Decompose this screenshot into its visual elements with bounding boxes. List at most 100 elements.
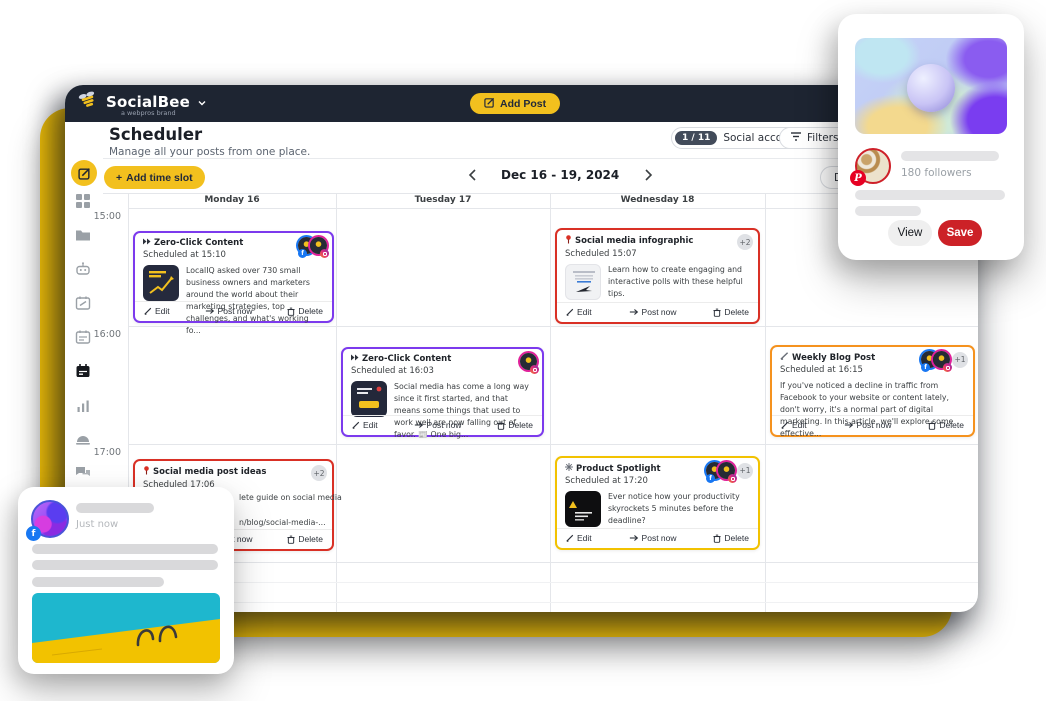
instagram-badge-icon bbox=[728, 474, 737, 483]
grid-vline bbox=[128, 193, 129, 612]
trash-icon bbox=[928, 421, 936, 430]
post-card[interactable]: Weekly Blog Post Scheduled at 16:15 f +1… bbox=[770, 345, 975, 438]
edit-pencil-icon bbox=[566, 308, 574, 316]
compose-icon bbox=[484, 97, 495, 111]
calendar-edit-icon[interactable] bbox=[75, 295, 93, 313]
edit-button[interactable]: Edit bbox=[144, 306, 170, 316]
pin-icon bbox=[143, 466, 150, 478]
instagram-badge-icon bbox=[943, 363, 952, 372]
edit-button[interactable]: Edit bbox=[566, 307, 592, 317]
view-button[interactable]: View bbox=[888, 220, 932, 246]
delete-button[interactable]: Delete bbox=[713, 307, 749, 317]
post-thumbnail bbox=[565, 491, 601, 527]
post-now-button[interactable]: Post now bbox=[414, 420, 462, 430]
filter-icon bbox=[790, 131, 802, 145]
post-card-actions: Edit Post now Delete bbox=[557, 528, 758, 548]
ai-robot-icon[interactable] bbox=[75, 261, 93, 279]
post-card[interactable]: Zero-Click Content Scheduled at 16:03 So… bbox=[341, 347, 544, 439]
post-thumbnail bbox=[565, 264, 601, 300]
account-avatar bbox=[310, 237, 329, 258]
arrow-right-icon bbox=[844, 422, 853, 428]
socialbee-logo-icon bbox=[77, 89, 99, 115]
edit-button[interactable]: Edit bbox=[566, 533, 592, 543]
delete-button[interactable]: Delete bbox=[287, 306, 323, 316]
time-label: 15:00 bbox=[93, 211, 121, 222]
post-card[interactable]: Social media infographic Scheduled 15:07… bbox=[555, 228, 760, 324]
accounts-count-badge: 1 / 11 bbox=[675, 131, 718, 145]
sidebar-item-compose[interactable] bbox=[71, 160, 97, 186]
dashboard-grid-icon[interactable] bbox=[75, 193, 93, 211]
post-card-text: Learn how to create engaging and interac… bbox=[608, 265, 743, 299]
account-avatar bbox=[718, 462, 737, 483]
more-accounts-badge: +1 bbox=[952, 351, 968, 368]
more-accounts-badge: +2 bbox=[737, 234, 753, 250]
post-card-title: Weekly Blog Post bbox=[780, 352, 965, 363]
post-card-accounts: +2 bbox=[735, 234, 753, 250]
grid-hline bbox=[128, 326, 978, 327]
edit-button[interactable]: Edit bbox=[352, 420, 378, 430]
edit-pencil-icon bbox=[566, 534, 574, 542]
post-card-text: Ever notice how your productivity skyroc… bbox=[608, 492, 740, 526]
post-card-schedule: Scheduled at 16:03 bbox=[351, 366, 434, 376]
arrow-right-icon bbox=[629, 535, 638, 541]
post-now-button[interactable]: Post now bbox=[844, 420, 892, 430]
day-header-tuesday: Tuesday 17 bbox=[414, 195, 472, 205]
page-subtitle: Manage all your posts from one place. bbox=[109, 146, 311, 158]
scheduler-calendar-icon-active[interactable] bbox=[75, 363, 93, 381]
instagram-badge-icon bbox=[530, 365, 539, 374]
app-window: SocialBee a webpros brand Add Post bbox=[65, 85, 978, 612]
add-post-button[interactable]: Add Post bbox=[470, 93, 561, 114]
delete-button[interactable]: Delete bbox=[713, 533, 749, 543]
post-card-text: lete guide on social media bbox=[239, 493, 342, 502]
calendar-top-border bbox=[103, 193, 978, 194]
placeholder-bar bbox=[901, 151, 999, 161]
more-accounts-badge: +1 bbox=[737, 462, 753, 479]
post-card-schedule: Scheduled 15:07 bbox=[565, 249, 637, 259]
placeholder-bar bbox=[855, 190, 1005, 200]
post-now-button[interactable]: Post now bbox=[205, 306, 253, 316]
next-week-chevron-icon[interactable] bbox=[641, 168, 655, 182]
followers-count: 180 followers bbox=[901, 167, 972, 179]
fast-forward-icon bbox=[143, 238, 151, 248]
trash-icon bbox=[287, 535, 295, 544]
pinterest-badge-icon: P bbox=[850, 170, 866, 186]
post-now-button[interactable]: Post now bbox=[629, 533, 677, 543]
delete-button[interactable]: Delete bbox=[287, 534, 323, 544]
post-card-schedule: Scheduled 17:06 bbox=[143, 480, 215, 490]
post-card-actions: Edit Post now Delete bbox=[557, 302, 758, 322]
post-now-button[interactable]: Post now bbox=[629, 307, 677, 317]
brand-chevron-down-icon[interactable] bbox=[197, 93, 207, 112]
day-header-monday: Monday 16 bbox=[204, 195, 260, 205]
post-card[interactable]: Zero-Click Content Scheduled at 15:10 f … bbox=[133, 231, 334, 335]
arrow-right-icon bbox=[205, 308, 214, 314]
plus-icon: + bbox=[116, 171, 123, 184]
placeholder-bar bbox=[32, 544, 218, 554]
folder-icon[interactable] bbox=[75, 227, 93, 245]
header-divider bbox=[103, 158, 978, 159]
filters-button[interactable]: Filters bbox=[779, 127, 850, 149]
chat-bubbles-icon[interactable] bbox=[75, 464, 93, 482]
add-time-slot-button[interactable]: + Add time slot bbox=[104, 166, 205, 189]
calendar-icon[interactable] bbox=[75, 329, 93, 347]
grid-hline bbox=[128, 562, 978, 563]
post-card[interactable]: Product Spotlight Scheduled at 17:20 f +… bbox=[555, 456, 760, 550]
edit-button[interactable]: Edit bbox=[781, 420, 807, 430]
trash-icon bbox=[713, 308, 721, 317]
post-card-title: Social media infographic bbox=[565, 235, 750, 247]
post-timestamp: Just now bbox=[76, 519, 119, 530]
hive-dome-icon[interactable] bbox=[75, 431, 93, 449]
placeholder-bar bbox=[76, 503, 154, 513]
delete-button[interactable]: Delete bbox=[928, 420, 964, 430]
delete-button[interactable]: Delete bbox=[497, 420, 533, 430]
day-header-wednesday: Wednesday 18 bbox=[620, 195, 695, 205]
analytics-chart-icon[interactable] bbox=[75, 398, 93, 416]
save-button[interactable]: Save bbox=[938, 220, 982, 246]
grid-vline bbox=[765, 193, 766, 612]
pinterest-preview-card: P 180 followers View Save bbox=[838, 14, 1024, 260]
fast-forward-icon bbox=[351, 354, 359, 364]
post-card-actions: Edit Post now Delete bbox=[135, 301, 332, 321]
facebook-badge-icon: f bbox=[26, 526, 41, 541]
more-accounts-badge: +2 bbox=[311, 465, 327, 481]
prev-week-chevron-icon[interactable] bbox=[465, 168, 479, 182]
pencil-icon bbox=[780, 352, 789, 363]
